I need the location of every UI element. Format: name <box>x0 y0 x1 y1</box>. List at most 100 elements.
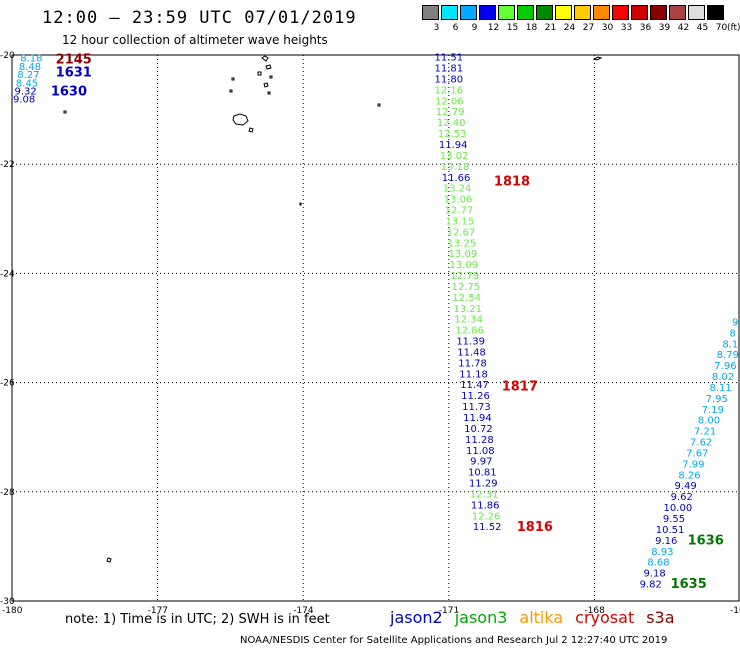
wave-height-label: 10.00 <box>664 503 693 514</box>
wave-height-label: 8.11 <box>709 383 731 394</box>
wave-height-label: 11.78 <box>458 358 487 369</box>
wave-height-label: 7.21 <box>694 427 716 438</box>
legend-label: 15 <box>506 23 519 33</box>
legend-swatch <box>460 5 477 20</box>
lon-tick-label: -180 <box>2 606 23 616</box>
wave-height-label: 9 <box>732 317 738 328</box>
wave-height-label: 13.09 <box>450 260 479 271</box>
wave-height-label: 11.28 <box>465 435 494 446</box>
wave-height-label: 13.18 <box>441 162 470 173</box>
legend-swatch <box>422 5 439 20</box>
pass-time-label: 1636 <box>688 533 724 548</box>
wave-height-label: 11.52 <box>473 522 502 533</box>
wave-height-label: 12.77 <box>445 206 474 217</box>
satellite-name: cryosat <box>575 608 635 627</box>
wave-height-label: 11.94 <box>439 140 468 151</box>
lon-tick-label: -168 <box>584 606 605 616</box>
wave-height-label: 11.86 <box>471 500 500 511</box>
pass-time-label: 1630 <box>51 84 87 99</box>
satellite-name: jason3 <box>454 608 508 627</box>
map-title: 12:00 – 23:59 UTC 07/01/2019 <box>42 8 357 28</box>
wave-height-label: 8.79 <box>717 350 739 361</box>
wave-height-label: 7.96 <box>714 361 736 372</box>
wave-height-label: 13.24 <box>443 184 472 195</box>
wave-height-label: 7.62 <box>690 438 712 449</box>
legend-label: 21 <box>544 23 557 33</box>
legend-swatch <box>498 5 515 20</box>
wave-height-label: 9.18 <box>643 569 665 580</box>
wave-height-label: 10.81 <box>468 468 497 479</box>
legend-label: 27 <box>582 23 595 33</box>
legend-swatch <box>688 5 705 20</box>
legend-label: 24 <box>563 23 576 33</box>
wave-height-label: 8.93 <box>651 547 673 558</box>
wave-height-label: 9.32 <box>14 86 36 97</box>
wave-height-label: 9.82 <box>640 580 662 591</box>
satellite-name: s3a <box>646 608 675 627</box>
island-outline <box>63 56 603 563</box>
lat-tick-label: -30 <box>0 597 15 607</box>
legend-label: 30 <box>601 23 614 33</box>
credit-line: NOAA/NESDIS Center for Satellite Applica… <box>240 635 668 646</box>
altimeter-tracks: 11.5111.8111.8012.1612.0612.7912.4012.53… <box>13 53 739 591</box>
wave-height-label: 12.53 <box>438 129 467 140</box>
legend-swatch <box>612 5 629 20</box>
satellite-legend: jason2 jason3 altika cryosat s3a <box>390 608 687 627</box>
wave-height-label: 8.02 <box>712 372 734 383</box>
wave-height-label: 13.25 <box>448 238 477 249</box>
lon-tick-label: -171 <box>439 606 459 616</box>
lon-tick-label: -177 <box>148 606 168 616</box>
legend-label: 36 <box>639 23 652 33</box>
wave-height-label: 10.51 <box>656 525 685 536</box>
wave-height-label: 9.08 <box>13 95 35 106</box>
wave-height-label: 9.16 <box>655 536 677 547</box>
wave-height-label: 11.94 <box>463 413 492 424</box>
map-grid: -180 -177 -174 -171 -168 -16 -20 -22 -24 -26 -28 -3… <box>0 51 740 616</box>
pass-time-label: 1631 <box>56 65 92 80</box>
wave-height-label: 11.66 <box>442 173 471 184</box>
wave-height-label: 7.99 <box>682 459 704 470</box>
lat-tick-label: -24 <box>0 269 15 279</box>
wave-height-label: 11.26 <box>461 391 490 402</box>
wave-height-label: 12.79 <box>436 107 465 118</box>
wave-height-label: 12.16 <box>434 85 463 96</box>
footnote: note: 1) Time is in UTC; 2) SWH is in fe… <box>65 612 330 627</box>
wave-height-label: 8.26 <box>678 470 700 481</box>
wave-height-label: 12.75 <box>451 282 480 293</box>
wave-height-label: 8.18 <box>20 54 42 65</box>
wave-height-label: 11.73 <box>462 402 491 413</box>
wave-height-label: 13.15 <box>446 216 475 227</box>
legend-swatch <box>555 5 572 20</box>
legend-swatch <box>593 5 610 20</box>
legend-label: 42 <box>677 23 690 33</box>
pass-time-label: 1816 <box>517 520 553 535</box>
island-outline <box>229 55 273 95</box>
pass-time-label: 1635 <box>671 577 707 592</box>
pass-time-label: 2145 <box>56 52 92 67</box>
wave-height-label: 12.54 <box>452 293 481 304</box>
legend-swatch <box>669 5 686 20</box>
wave-height-label: 11.81 <box>434 64 463 75</box>
legend-swatch <box>631 5 648 20</box>
legend-label: 70 <box>715 23 728 33</box>
wave-height-label: 12.67 <box>447 227 476 238</box>
lat-tick-label: -22 <box>0 160 15 170</box>
wave-height-label: 7.19 <box>702 405 724 416</box>
map-frame <box>11 54 740 602</box>
wave-height-label: 12.79 <box>450 271 479 282</box>
legend-label: 12 <box>487 23 500 33</box>
wave-height-label: 11.39 <box>456 337 485 348</box>
wave-height-label: 8.00 <box>698 416 720 427</box>
lon-tick-label: -16 <box>730 606 740 616</box>
wave-height-label: 10.72 <box>464 424 493 435</box>
wave-height-label: 13.06 <box>444 195 473 206</box>
satellite-name: altika <box>519 608 564 627</box>
lon-tick-label: -174 <box>293 606 314 616</box>
wave-height-label: 12.06 <box>435 96 464 107</box>
legend-swatch <box>517 5 534 20</box>
land-features <box>63 55 603 563</box>
legend-swatch <box>574 5 591 20</box>
wave-height-label: 11.80 <box>434 74 463 85</box>
wave-height-label: 11.18 <box>459 369 488 380</box>
